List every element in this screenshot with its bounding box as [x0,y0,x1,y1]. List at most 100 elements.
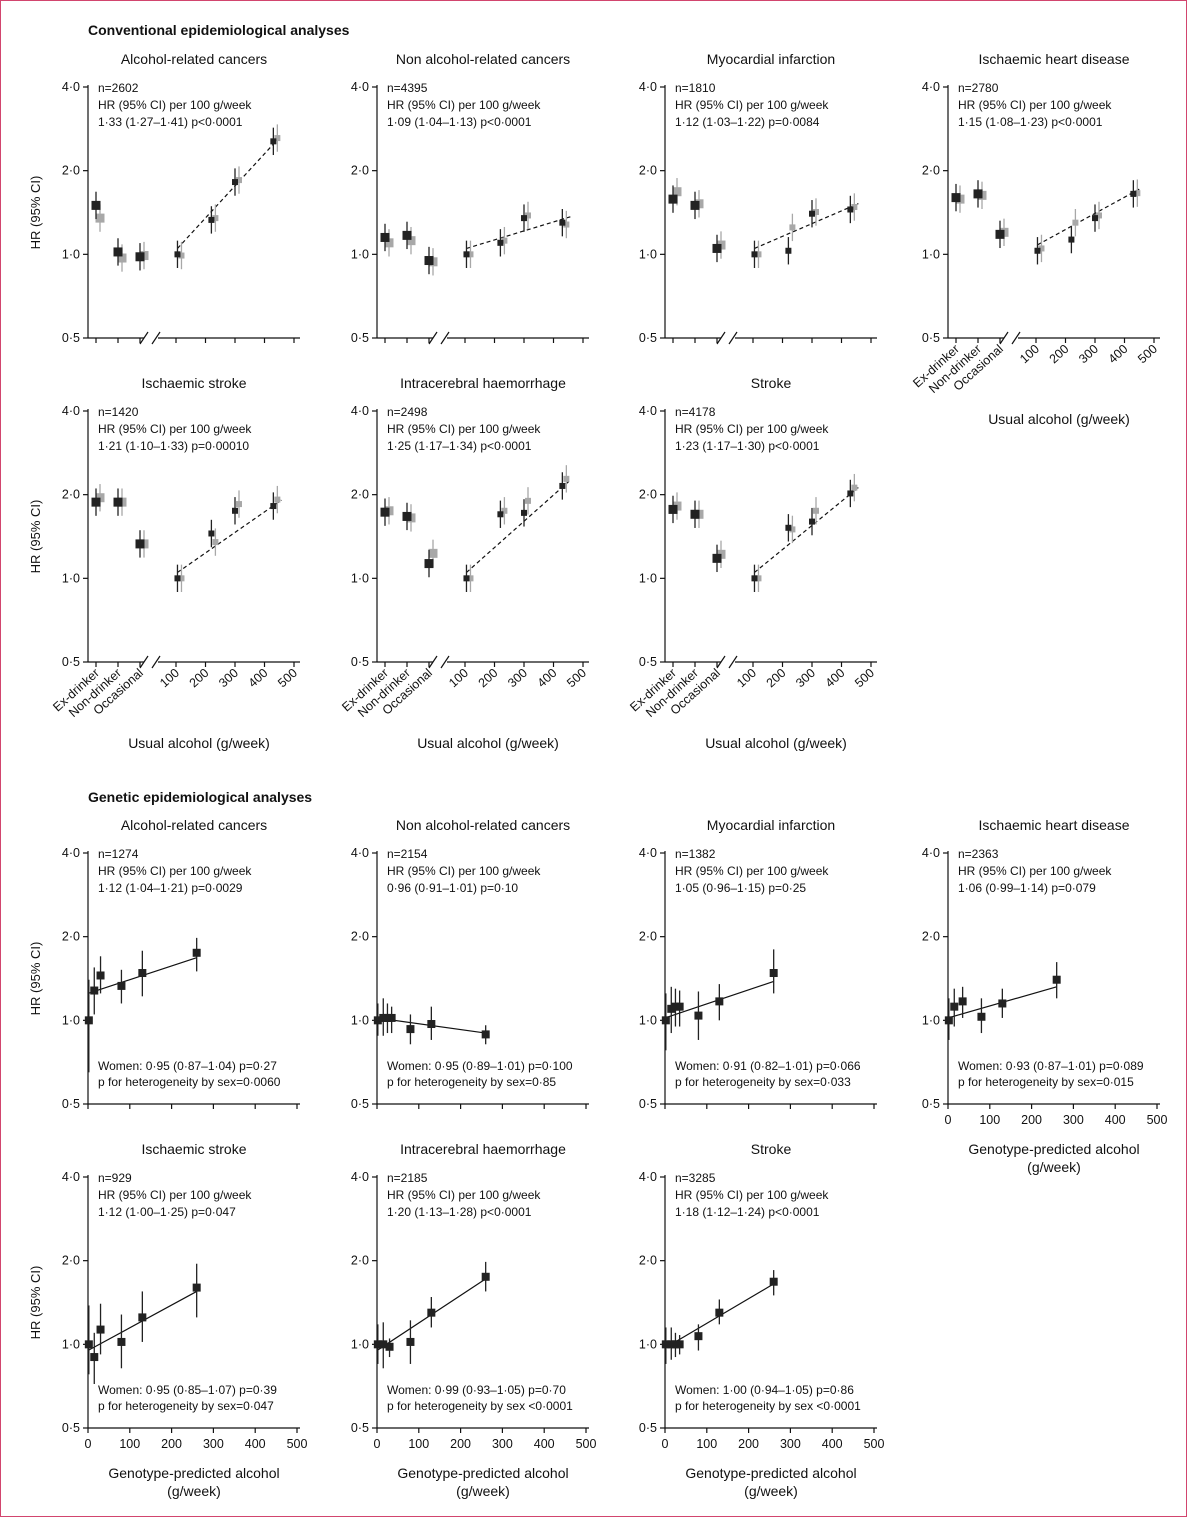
y-tick-label: 2·0 [62,1254,80,1268]
data-point [661,1340,670,1349]
men-marker [270,138,277,145]
y-tick-label: 1·0 [62,1013,80,1027]
y-tick-label: 2·0 [351,488,369,502]
x-axis-title: Usual alcohol (g/week) [988,411,1130,427]
data-point [84,1340,93,1349]
annotation-line: HR (95% CI) per 100 g/week [958,98,1112,112]
men-marker [1034,247,1041,254]
chart-panel-genetic: Ischaemic heart disease 0·5 1·0 2·0 4·0 n=236… [922,817,1168,1175]
data-point [667,1004,676,1013]
men-marker [559,219,566,226]
data-point [192,948,201,957]
men-marker [424,559,434,569]
x-tick-label: 500 [1147,1113,1168,1127]
data-point [96,971,105,980]
chart-title: Ischaemic heart disease [979,51,1130,67]
men-marker [135,252,145,262]
data-point [379,1013,388,1022]
y-tick-label: 0·5 [639,655,657,669]
men-marker [1092,215,1098,222]
y-tick-label: 2·0 [351,930,369,944]
section-title-genetic: Genetic epidemiological analyses [88,789,312,805]
y-tick-label: 2·0 [639,164,657,178]
men-marker [497,239,504,246]
x-tick-label: 500 [564,666,589,690]
x-tick-label: 500 [576,1437,597,1451]
x-tick-label: 400 [1105,1113,1126,1127]
men-marker [270,503,277,510]
data-point [671,1340,680,1349]
data-point [769,969,778,978]
data-point [661,1016,670,1025]
chart-title: Ischaemic heart disease [979,817,1130,833]
y-tick-label: 0·5 [639,1421,657,1435]
men-marker [380,232,390,242]
y-tick-label: 4·0 [62,80,80,94]
data-point [138,1313,147,1322]
women-marker [117,253,127,263]
annotation-line: HR (95% CI) per 100 g/week [387,422,541,436]
chart-panel-genetic: Ischaemic stroke 0·5 1·0 2·0 4·0 n=929 HR (95%… [28,1141,307,1499]
chart-panels: Alcohol-related cancers 0·5 1·0 2·0 4·0 n=260… [28,51,1167,1499]
x-tick-label: 300 [203,1437,224,1451]
y-tick-label: 1·0 [62,571,80,585]
women-marker [178,575,185,582]
x-tick-label: 100 [696,1437,717,1451]
y-tick-label: 4·0 [62,1170,80,1184]
y-tick-label: 4·0 [639,846,657,860]
trend-line-dashed [177,135,282,249]
data-point [950,1002,959,1011]
annotation-line: HR (95% CI) per 100 g/week [675,98,829,112]
women-marker [755,251,762,258]
women-marker [212,539,219,546]
y-tick-label: 1·0 [639,247,657,261]
x-tick-label: 200 [450,1437,471,1451]
chart-panel-conventional: Alcohol-related cancers 0·5 1·0 2·0 4·0 n=260… [28,51,300,345]
women-note-line: p for heterogeneity by sex=0·0060 [98,1075,281,1089]
y-tick-label: 1·0 [922,1013,940,1027]
men-marker [91,497,101,507]
data-point [481,1272,490,1281]
chart-title: Intracerebral haemorrhage [400,1141,566,1157]
men-marker [232,179,238,186]
annotation-line: n=1274 [98,847,139,861]
women-marker [467,575,474,582]
y-tick-label: 2·0 [351,1254,369,1268]
men-marker [135,539,145,549]
data-point [667,1340,676,1349]
y-tick-label: 2·0 [922,930,940,944]
annotation-line: n=2498 [387,405,428,419]
annotation-line: HR (95% CI) per 100 g/week [675,864,829,878]
x-tick-label: 300 [505,666,530,690]
annotation-line: 1·15 (1·08–1·23) p<0·0001 [958,115,1103,129]
y-tick-label: 4·0 [639,80,657,94]
y-tick-label: 0·5 [922,1097,940,1111]
trend-line-dashed [466,479,571,573]
annotation-line: 1·25 (1·17–1·34) p<0·0001 [387,439,532,453]
men-marker [232,507,238,514]
women-marker [813,507,819,514]
annotation-line: n=929 [98,1171,132,1185]
annotation-line: n=2185 [387,1171,428,1185]
y-tick-label: 4·0 [639,1170,657,1184]
trend-line-dashed [177,499,282,573]
women-marker [525,212,531,219]
women-marker [95,213,105,223]
women-marker [467,251,474,258]
y-tick-label: 1·0 [922,247,940,261]
axis-break-mark [428,655,438,669]
women-note-line: p for heterogeneity by sex <0·0001 [387,1399,573,1413]
data-point [675,1002,684,1011]
chart-panel-conventional: Stroke 0·5 1·0 2·0 4·0 n=4178 HR (95% CI) per … [627,375,877,751]
men-marker [809,210,815,217]
x-tick-label: 300 [793,666,818,690]
x-tick-label: 300 [1076,342,1101,366]
y-tick-label: 4·0 [62,846,80,860]
men-marker [174,575,181,582]
y-tick-label: 1·0 [62,247,80,261]
women-marker [851,484,858,491]
chart-panel-conventional: Ischaemic heart disease 0·5 1·0 2·0 4·0 n=278… [910,51,1160,427]
annotation-line: n=2363 [958,847,999,861]
data-point [998,999,1007,1008]
